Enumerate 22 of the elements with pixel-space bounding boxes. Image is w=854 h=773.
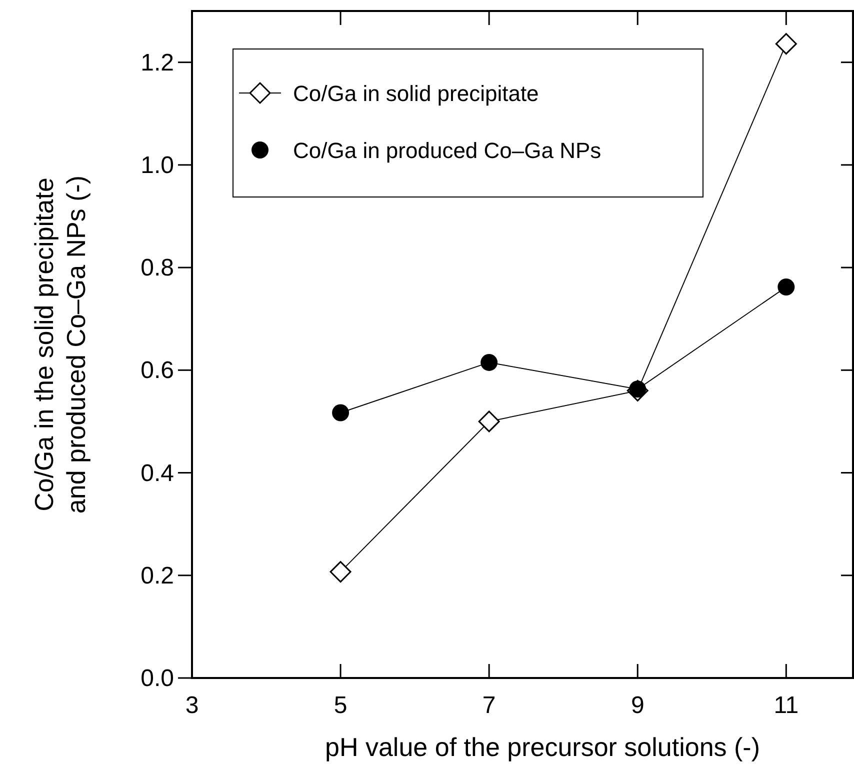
x-tick-label: 5 [334, 692, 348, 719]
legend-label: Co/Ga in solid precipitate [293, 81, 539, 106]
x-tick-label: 3 [185, 692, 199, 719]
x-tick-label: 7 [482, 692, 496, 719]
point [775, 33, 797, 55]
point [332, 404, 350, 422]
y-tick-label: 0.4 [140, 460, 174, 487]
y-axis-title: Co/Ga in the solid precipitate and produced Co–Ga NPs (-) [29, 175, 91, 514]
y-tick-label: 0.2 [140, 562, 174, 590]
y-tick-label: 0.8 [140, 254, 174, 282]
point [778, 278, 795, 296]
point [480, 354, 498, 371]
x-tick-label: 9 [630, 692, 644, 719]
point [478, 410, 500, 432]
y-tick-label: 1.0 [140, 152, 174, 179]
legend-label: Co/Ga in produced Co–Ga NPs [293, 138, 602, 163]
x-axis-title: pH value of the precursor solutions (-) [325, 732, 760, 762]
y-tick-label: 1.2 [140, 49, 174, 76]
y-tick-label: 0.0 [140, 665, 174, 692]
x-tick-label: 11 [774, 692, 799, 719]
y-tick-label: 0.6 [140, 357, 174, 384]
point [330, 561, 352, 583]
